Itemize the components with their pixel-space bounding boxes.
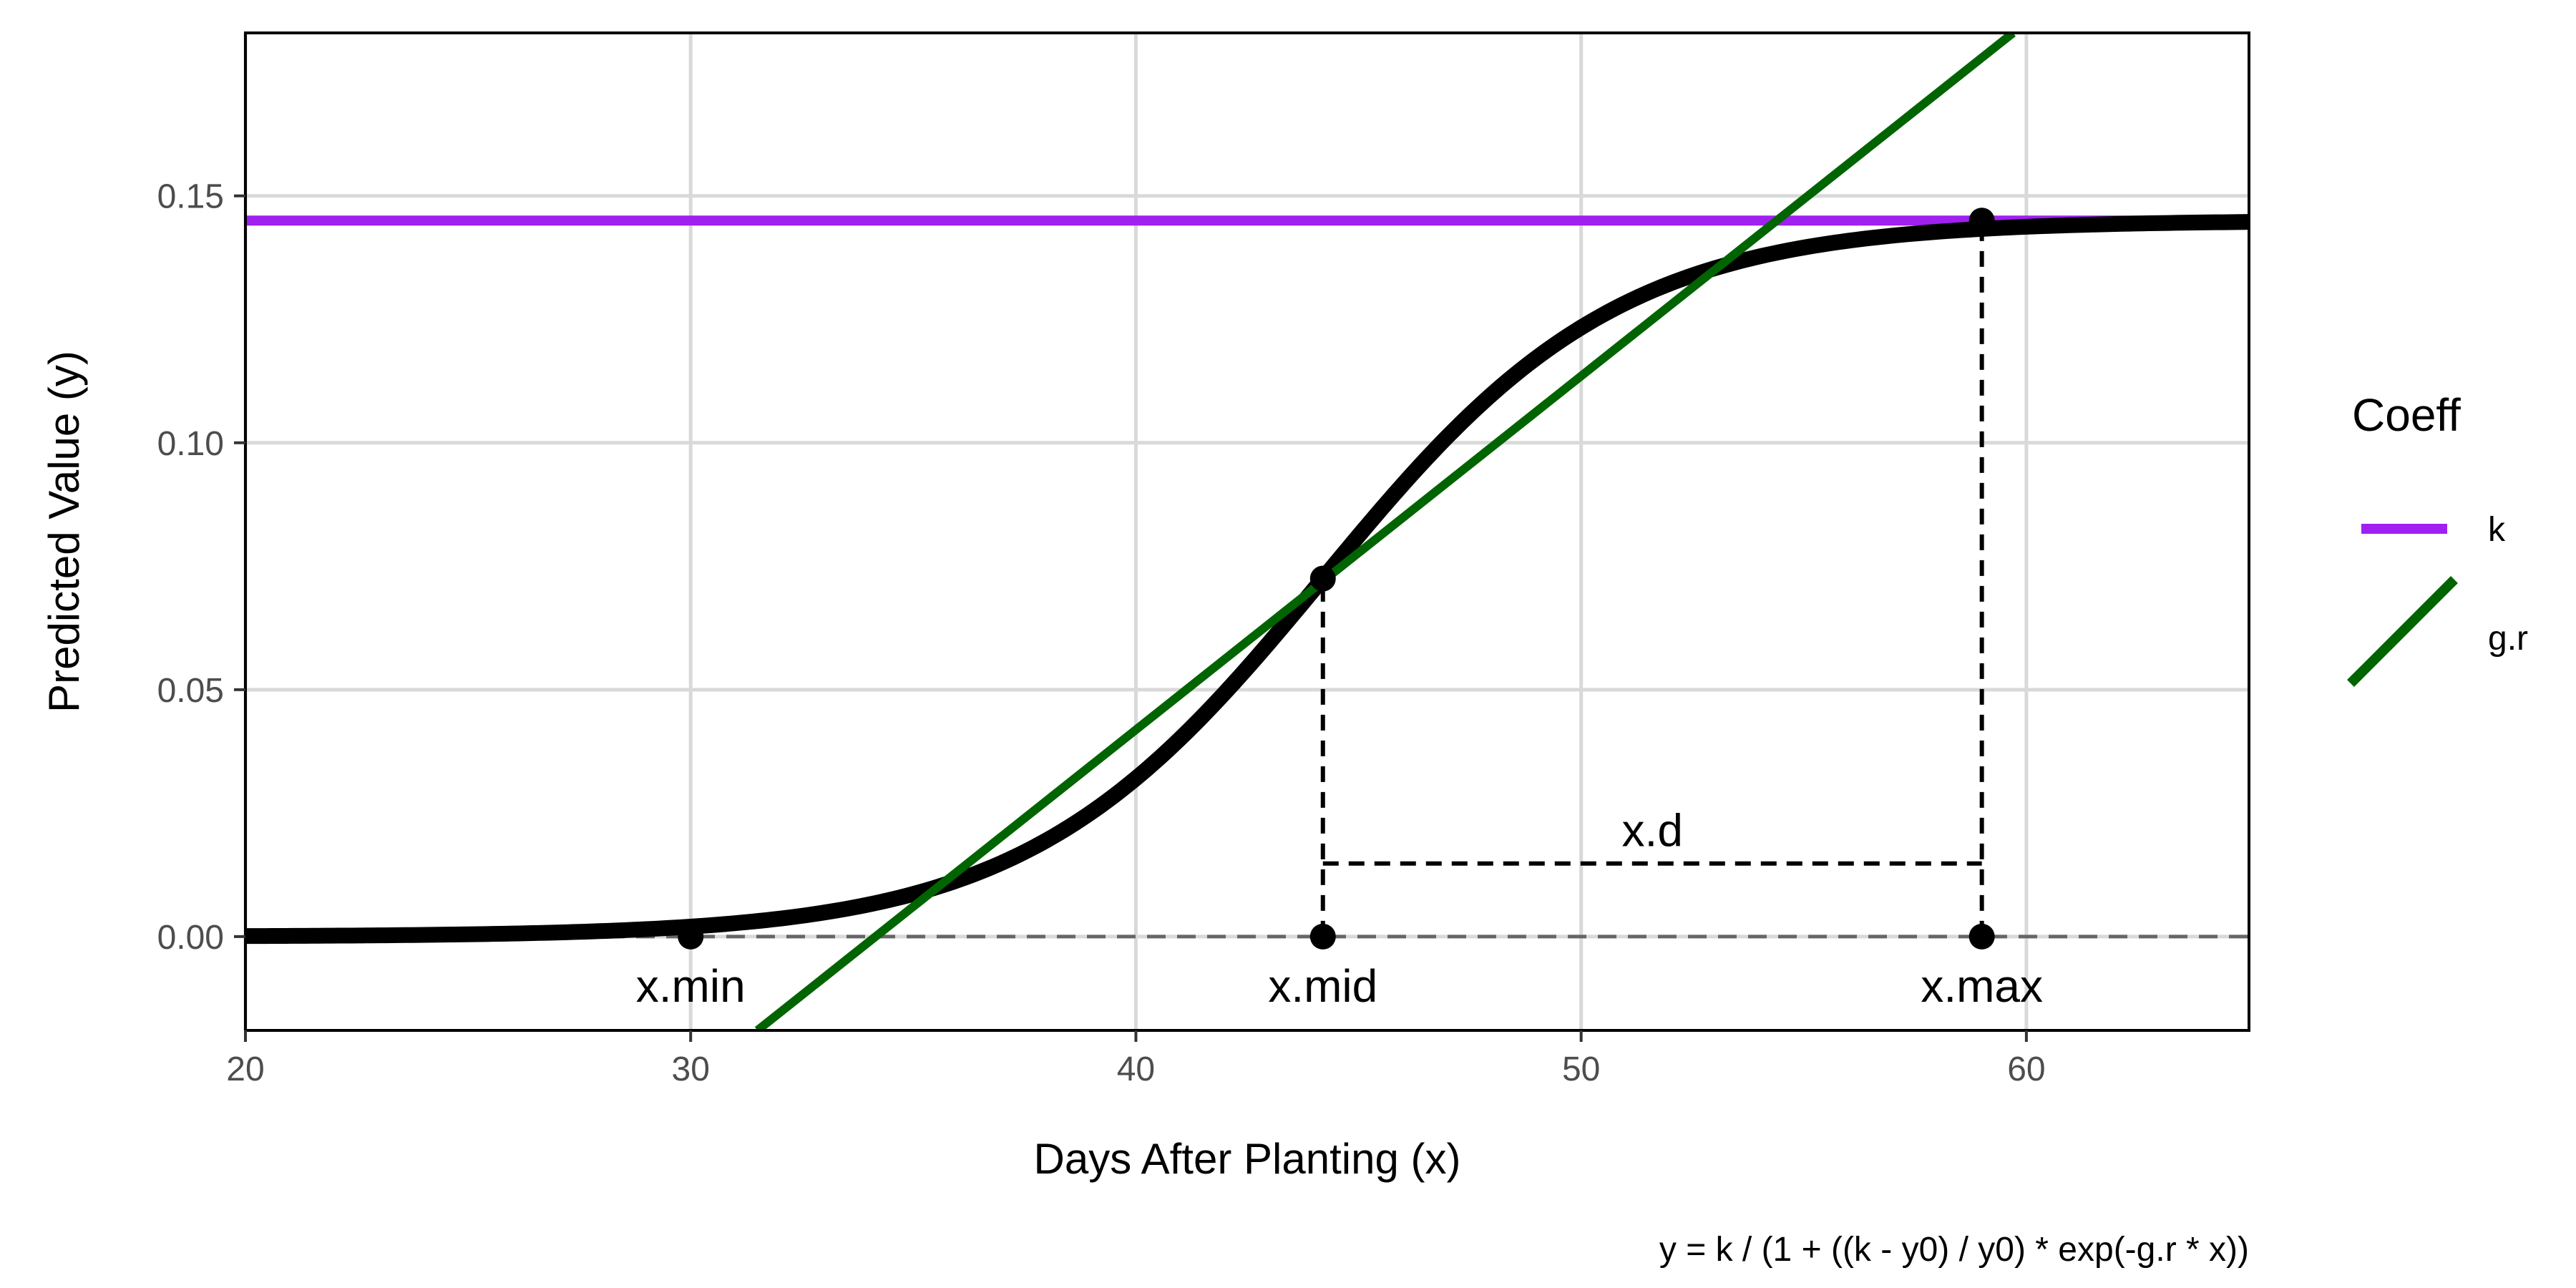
legend-label-k: k <box>2488 511 2506 549</box>
plot-content <box>245 33 2249 1030</box>
legend: Coeff k g.r <box>2347 389 2528 687</box>
axis-ticks: 20 30 40 50 60 0.00 0.05 0.10 0.15 <box>157 178 2046 1088</box>
data-point-2 <box>1968 923 1995 950</box>
data-point-0 <box>678 923 704 950</box>
data-point-4 <box>1968 208 1995 234</box>
logistic-curve <box>245 214 2249 945</box>
x-tick-label-1: 30 <box>672 1050 710 1088</box>
chart-caption: y = k / (1 + ((k - y0) / y0) * exp(-g.r … <box>1659 1231 2249 1269</box>
panel-border <box>244 31 2250 1032</box>
y-axis-title: Predicted Value (y) <box>40 351 88 713</box>
y-tick-label-2: 0.10 <box>157 425 224 463</box>
x-tick-label-0: 20 <box>226 1050 264 1088</box>
y-tick-label-3: 0.15 <box>157 178 224 216</box>
annotation-0: x.min <box>636 960 746 1012</box>
legend-title: Coeff <box>2352 389 2461 441</box>
gr-tangent-line <box>754 33 2016 1030</box>
y-tick-label-1: 0.05 <box>157 672 224 710</box>
y-tick-label-0: 0.00 <box>157 919 224 957</box>
legend-key-gr <box>2347 576 2458 687</box>
data-point-1 <box>1309 923 1336 950</box>
data-point-3 <box>1309 565 1336 592</box>
x-tick-label-4: 60 <box>2007 1050 2045 1088</box>
legend-label-gr: g.r <box>2488 620 2528 658</box>
x-axis-title: Days After Planting (x) <box>1034 1135 1461 1183</box>
x-tick-label-3: 50 <box>1562 1050 1600 1088</box>
annotation-3: x.d <box>1622 805 1683 857</box>
x-tick-label-2: 40 <box>1117 1050 1155 1088</box>
annotation-1: x.mid <box>1268 960 1377 1012</box>
annotation-2: x.max <box>1921 960 2043 1012</box>
